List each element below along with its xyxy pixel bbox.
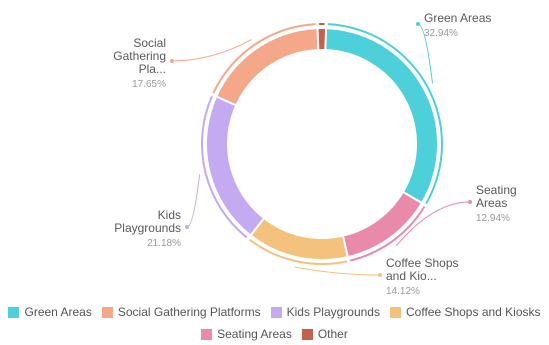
legend-item-coffee-shops-and-kiosks[interactable]: Coffee Shops and Kiosks — [389, 305, 541, 319]
slice-green-areas — [324, 27, 439, 205]
legend-swatch — [101, 306, 113, 318]
legend-label: Seating Areas — [217, 327, 292, 341]
legend-swatch — [201, 328, 213, 340]
slice-label-green-areas: Green Areas — [424, 11, 491, 25]
legend-label: Other — [317, 327, 348, 341]
leader-dot-green-areas — [416, 22, 420, 26]
donut-chart: Green Areas 32.94% Seating Areas 12.94% Coffe… — [113, 11, 517, 297]
leader-line-kids-playgrounds — [186, 174, 201, 228]
leader-dot-social-gathering-platforms — [170, 59, 174, 63]
slice-label-coffee-shops-and-kiosks: Coffee Shops and Kio... — [386, 256, 459, 283]
legend-label: Kids Playgrounds — [286, 305, 380, 319]
slice-percent-green-areas: 32.94% — [424, 28, 458, 39]
legend-label: Social Gathering Platforms — [117, 305, 261, 319]
legend-item-seating-areas[interactable]: Seating Areas — [201, 327, 292, 341]
slice-label-kids-playgrounds: Kids Playgrounds — [114, 208, 181, 235]
leader-line-social-gathering-platforms — [171, 39, 252, 62]
slice-kids-playgrounds — [205, 95, 266, 237]
slice-social-gathering-platforms — [214, 27, 320, 107]
outer-ring-green-areas — [327, 23, 444, 205]
legend-swatch — [301, 328, 313, 340]
slice-percent-seating-areas: 12.94% — [476, 213, 510, 224]
slice-percent-social-gathering-platforms: 17.65% — [132, 79, 166, 90]
legend-row-2: Seating Areas Other — [0, 327, 549, 341]
slice-label-social-gathering-platforms: Social Gathering Pla... — [113, 36, 166, 76]
legend-row-1: Green Areas Social Gathering Platforms Kid… — [0, 305, 549, 319]
slice-coffee-shops-and-kiosks — [249, 216, 349, 261]
legend-swatch — [8, 306, 20, 318]
legend-label: Coffee Shops and Kiosks — [405, 305, 541, 319]
leader-line-seating-areas — [395, 201, 471, 247]
leader-dot-seating-areas — [468, 200, 472, 204]
legend-label: Green Areas — [24, 305, 92, 319]
leader-dot-kids-playgrounds — [185, 225, 189, 229]
legend-item-green-areas[interactable]: Green Areas — [8, 305, 92, 319]
slice-percent-kids-playgrounds: 21.18% — [147, 238, 181, 249]
leader-line-coffee-shops-and-kiosks — [294, 266, 381, 276]
outer-ring-other — [319, 23, 325, 26]
outer-ring-coffee-shops-and-kiosks — [248, 238, 348, 265]
slice-percent-coffee-shops-and-kiosks: 14.12% — [386, 286, 420, 297]
legend-swatch — [389, 306, 401, 318]
legend-item-social-gathering-platforms[interactable]: Social Gathering Platforms — [101, 305, 261, 319]
legend-swatch — [270, 306, 282, 318]
legend-item-other[interactable]: Other — [301, 327, 348, 341]
leader-dot-coffee-shops-and-kiosks — [378, 273, 382, 277]
slice-label-seating-areas: Seating Areas — [476, 183, 517, 210]
slice-other — [316, 27, 328, 52]
legend-item-kids-playgrounds[interactable]: Kids Playgrounds — [270, 305, 380, 319]
